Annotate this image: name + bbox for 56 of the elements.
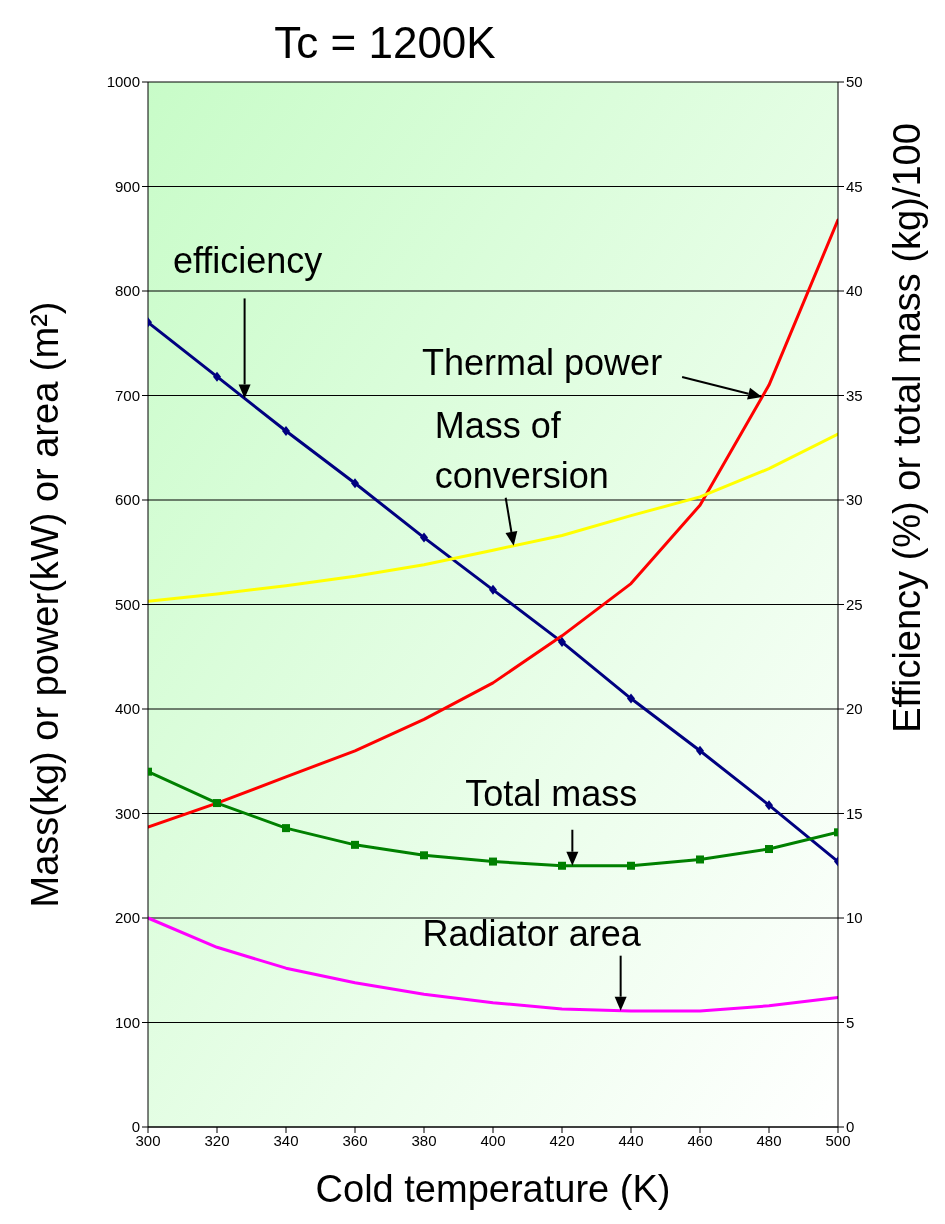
y-tick-label: 400 (114, 700, 140, 718)
x-tick-label: 360 (342, 1131, 368, 1149)
x-axis-title: Cold temperature (K) (315, 1168, 671, 1210)
point (351, 840, 359, 849)
point (765, 845, 773, 854)
x-tick-label: 420 (549, 1131, 575, 1149)
y-tick-label: 300 (114, 804, 140, 822)
point (420, 532, 428, 543)
series-label: Mass of conversion (434, 404, 609, 496)
chart-title: Tc = 1200K (274, 18, 496, 67)
x-tick-label: 380 (411, 1131, 437, 1149)
y-tick-label: 500 (114, 595, 140, 613)
x-tick-label: 440 (618, 1131, 644, 1149)
y2-tick-label: 25 (846, 595, 863, 613)
y2-tick-label: 15 (846, 804, 863, 822)
series-label: Radiator area (422, 912, 642, 954)
y-tick-label: 600 (114, 491, 140, 509)
y-tick-label: 200 (114, 909, 140, 927)
y-tick-label: 700 (114, 386, 140, 404)
y-axis-title: Mass(kg) or power(kW) or area (m²) (24, 301, 66, 908)
y2-tick-label: 45 (846, 177, 863, 195)
x-tick-label: 400 (480, 1131, 506, 1149)
y2-tick-label: 30 (846, 491, 863, 509)
y2-tick-label: 35 (846, 386, 863, 404)
point (627, 861, 635, 870)
y2-axis-title: Efficiency (%) or total mass (kg)/100 (886, 123, 928, 733)
x-tick-label: 320 (204, 1131, 230, 1149)
y2-tick-label: 50 (846, 73, 863, 91)
y-tick-label: 800 (114, 282, 140, 300)
y2-tick-label: 5 (846, 1013, 855, 1031)
y-tick-label: 900 (114, 177, 140, 195)
x-tick-label: 460 (687, 1131, 713, 1149)
series-label: Total mass (465, 772, 638, 814)
point (489, 584, 497, 595)
point (213, 371, 221, 382)
point (351, 478, 359, 489)
point (282, 824, 290, 833)
y-tick-label: 100 (114, 1013, 140, 1031)
x-tick-label: 340 (273, 1131, 299, 1149)
point (213, 799, 221, 808)
point (627, 693, 635, 704)
point (489, 857, 497, 866)
series-label: efficiency (172, 240, 323, 282)
point (765, 800, 773, 811)
point (558, 861, 566, 870)
x-tick-label: 480 (756, 1131, 782, 1149)
text: Thermal power (422, 342, 663, 384)
y-tick-label: 1000 (106, 73, 140, 91)
y2-tick-label: 40 (846, 282, 863, 300)
point (420, 851, 428, 860)
y2-tick-label: 10 (846, 909, 863, 927)
point (282, 426, 290, 437)
point (696, 855, 704, 864)
y2-tick-label: 20 (846, 700, 863, 718)
point (696, 745, 704, 756)
point (558, 637, 566, 648)
